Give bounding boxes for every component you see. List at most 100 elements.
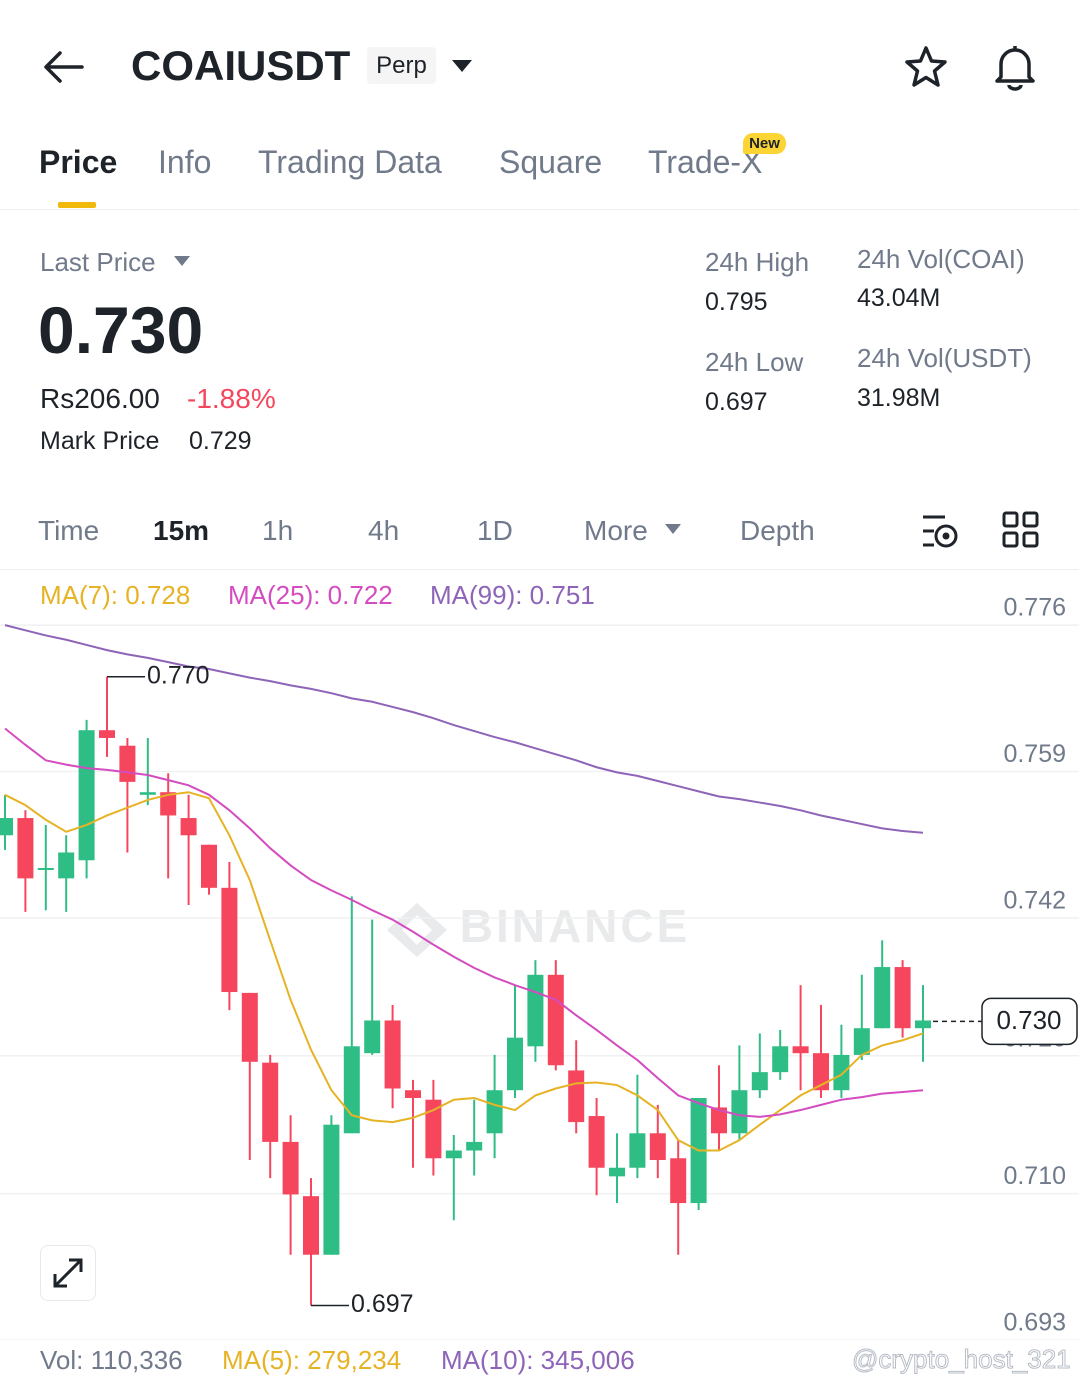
- interval[interactable]: 4h: [368, 515, 400, 546]
- symbol[interactable]: COAIUSDT: [131, 42, 351, 89]
- candle-body: [282, 1141, 299, 1195]
- tab[interactable]: Trading Data: [258, 144, 442, 180]
- favorite-icon[interactable]: [902, 44, 950, 90]
- fiat-price: Rs206.00: [40, 383, 160, 414]
- candle-body: [527, 974, 544, 1047]
- legend-item: MA(25): 0.722: [228, 580, 393, 610]
- interval[interactable]: Time: [38, 515, 100, 546]
- candle-body: [670, 1158, 687, 1204]
- back-button[interactable]: [40, 48, 86, 86]
- candle-body: [874, 967, 891, 1029]
- last-price-label: 0.730: [996, 1005, 1061, 1035]
- stat-value: 0.795: [705, 288, 768, 316]
- tab[interactable]: Square: [499, 144, 603, 180]
- candle-body: [629, 1133, 646, 1168]
- candle-body: [649, 1133, 666, 1160]
- candle-body: [201, 844, 217, 888]
- divider: [0, 209, 1079, 210]
- candle-body: [262, 1062, 279, 1142]
- chart-watermark: BINANCE: [460, 900, 691, 952]
- volume-item: MA(10): 345,006: [441, 1345, 635, 1375]
- y-tick-label: 0.776: [1003, 594, 1066, 622]
- interval[interactable]: More: [584, 515, 648, 546]
- candle-body: [772, 1046, 789, 1073]
- candle-body: [17, 818, 34, 879]
- y-tick-label: 0.759: [1003, 740, 1066, 768]
- ma-line: [4, 791, 924, 1152]
- candle-body: [384, 1020, 401, 1089]
- new-badge: New: [743, 133, 786, 154]
- candle-body: [241, 992, 258, 1062]
- candle-body: [445, 1150, 462, 1159]
- stat-label: 24h High: [705, 247, 810, 277]
- ma-line: [4, 624, 924, 834]
- last-price-label[interactable]: Last Price: [40, 247, 156, 277]
- candle-body: [568, 1070, 585, 1123]
- tab[interactable]: Price: [39, 144, 118, 180]
- price-change: -1.88%: [187, 383, 276, 414]
- interval[interactable]: 1h: [262, 515, 294, 546]
- candle-body: [323, 1124, 340, 1255]
- candle-body: [751, 1072, 768, 1091]
- annotation-label: 0.770: [147, 661, 210, 689]
- candle-body: [792, 1046, 809, 1054]
- candle-body: [221, 887, 238, 993]
- candle-body: [0, 818, 13, 836]
- stat-value: 43.04M: [857, 284, 941, 312]
- y-tick-label: 0.693: [1003, 1309, 1066, 1337]
- candle-body: [99, 730, 115, 738]
- candle-body: [507, 1037, 523, 1091]
- stat-label: 24h Low: [705, 347, 804, 377]
- stat-value: 0.697: [705, 388, 768, 416]
- indicator-settings-icon[interactable]: [920, 512, 962, 550]
- fullscreen-icon: [53, 1258, 83, 1288]
- stat-value: 31.98M: [857, 384, 941, 412]
- candle-body: [853, 1028, 870, 1055]
- volume-item: Vol: 110,336: [40, 1345, 183, 1375]
- alert-icon[interactable]: [990, 42, 1040, 92]
- candle-body: [425, 1099, 442, 1159]
- candle-body: [58, 852, 75, 879]
- candle-body: [486, 1090, 503, 1134]
- legend-item: MA(99): 0.751: [430, 580, 595, 610]
- candle-body: [711, 1107, 727, 1134]
- symbol-dropdown[interactable]: [450, 58, 474, 74]
- divider: [0, 569, 1079, 570]
- candle-body: [139, 792, 156, 795]
- last-price: 0.730: [38, 293, 204, 367]
- y-tick-label: 0.742: [1003, 887, 1066, 915]
- fullscreen-button[interactable]: [40, 1245, 96, 1301]
- candle-body: [894, 967, 911, 1029]
- more-dropdown[interactable]: [663, 522, 683, 536]
- candle-body: [343, 1046, 360, 1134]
- candle-body: [160, 792, 177, 816]
- watermark-logo: [387, 903, 447, 957]
- candle-body: [78, 730, 95, 861]
- candle-body: [731, 1090, 748, 1134]
- tab[interactable]: Info: [158, 144, 212, 180]
- candle-body: [405, 1090, 421, 1098]
- candle-body: [813, 1053, 829, 1091]
- annotation-label: 0.697: [351, 1290, 414, 1318]
- y-tick-label: 0.710: [1003, 1162, 1066, 1190]
- last-price-box: [981, 997, 1078, 1046]
- volume-item: MA(5): 279,234: [222, 1345, 402, 1375]
- candle-body: [588, 1116, 605, 1168]
- last-price-dropdown[interactable]: [172, 254, 192, 268]
- layout-icon[interactable]: [1002, 511, 1040, 549]
- candle-body: [915, 1020, 931, 1029]
- candle-body: [609, 1167, 625, 1177]
- stat-label: 24h Vol(USDT): [857, 343, 1032, 373]
- ma-line: [4, 727, 924, 1118]
- active-tab-indicator: [58, 202, 96, 208]
- candle-body: [547, 974, 564, 1066]
- candle-body: [37, 868, 54, 871]
- interval[interactable]: 15m: [153, 515, 210, 546]
- interval[interactable]: 1D: [477, 515, 513, 546]
- legend-item: MA(7): 0.728: [40, 580, 191, 610]
- user-watermark: @crypto_host_321: [852, 1344, 1072, 1375]
- candle-body: [303, 1196, 319, 1255]
- interval[interactable]: Depth: [740, 515, 815, 546]
- candle-body: [119, 745, 136, 782]
